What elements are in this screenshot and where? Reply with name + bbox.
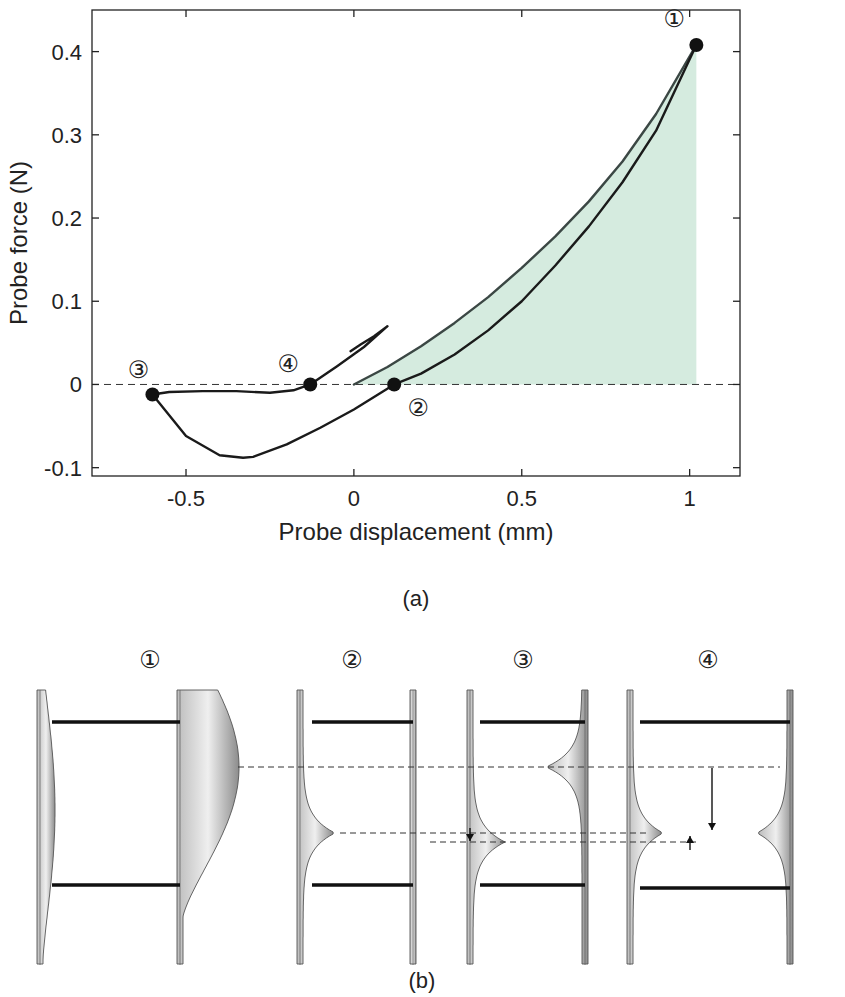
membrane-axis bbox=[180, 690, 181, 965]
membrane bbox=[548, 690, 588, 964]
x-tick-label: 0 bbox=[348, 486, 360, 511]
panel-caption: (a) bbox=[403, 586, 430, 611]
state-label: ① bbox=[139, 646, 161, 674]
x-tick bbox=[353, 10, 354, 17]
state-label: ④ bbox=[697, 646, 719, 674]
membrane bbox=[467, 690, 505, 964]
y-tick bbox=[92, 301, 99, 302]
y-tick bbox=[733, 217, 740, 218]
probe-bar bbox=[480, 720, 585, 724]
curve bbox=[354, 45, 696, 385]
y-tick bbox=[92, 217, 99, 218]
probe-bar bbox=[480, 883, 585, 887]
probe-bar bbox=[52, 720, 180, 724]
x-tick-label: 1 bbox=[684, 486, 696, 511]
state-label: ① bbox=[664, 5, 686, 33]
probe-bar bbox=[52, 883, 180, 887]
y-tick bbox=[733, 134, 740, 135]
probe-bar bbox=[312, 720, 413, 724]
arrow bbox=[711, 768, 712, 830]
membrane bbox=[410, 690, 416, 964]
x-tick bbox=[185, 469, 186, 476]
state-point bbox=[303, 377, 317, 391]
y-tick-label: 0.1 bbox=[51, 289, 82, 314]
y-tick bbox=[92, 467, 99, 468]
y-tick-label: 0.3 bbox=[51, 123, 82, 148]
plot-data bbox=[152, 45, 696, 458]
x-tick bbox=[689, 10, 690, 17]
area bbox=[354, 45, 696, 385]
membrane-axis bbox=[300, 690, 301, 965]
y-tick bbox=[733, 467, 740, 468]
y-tick bbox=[733, 51, 740, 52]
x-tick bbox=[521, 10, 522, 17]
membrane bbox=[37, 690, 55, 964]
state-label: ④ bbox=[277, 350, 299, 378]
y-tick bbox=[92, 51, 99, 52]
membrane-axis bbox=[470, 690, 471, 965]
state-point bbox=[387, 377, 401, 391]
membrane-axis bbox=[413, 690, 414, 965]
membrane bbox=[627, 690, 661, 964]
guide-line bbox=[238, 767, 780, 768]
state-label: ② bbox=[341, 646, 363, 674]
y-tick-label: 0.2 bbox=[51, 206, 82, 231]
arrow-head bbox=[466, 834, 474, 841]
x-tick bbox=[353, 469, 354, 476]
figure: -0.5 0 0.5 1 -0.1 0 0.1 0.2 0.3 0.4 Probe displace… bbox=[0, 0, 845, 997]
x-tick bbox=[689, 469, 690, 476]
y-tick-label: 0.4 bbox=[51, 40, 82, 65]
y-tick bbox=[733, 301, 740, 302]
x-tick bbox=[521, 469, 522, 476]
membrane-axis bbox=[585, 690, 586, 965]
guide-line bbox=[340, 833, 650, 834]
state-label: ② bbox=[407, 394, 429, 422]
state-point bbox=[145, 387, 159, 401]
x-tick bbox=[185, 10, 186, 17]
curve bbox=[152, 45, 696, 458]
panel-caption: (b) bbox=[409, 968, 436, 993]
y-axis-title: Probe force (N) bbox=[5, 161, 32, 325]
zero-line bbox=[92, 384, 740, 385]
probe-bar bbox=[640, 720, 790, 724]
x-axis-title: Probe displacement (mm) bbox=[279, 518, 554, 545]
x-tick-label: -0.5 bbox=[167, 486, 205, 511]
membrane bbox=[297, 690, 333, 964]
y-tick bbox=[733, 384, 740, 385]
probe-bar bbox=[640, 886, 790, 890]
state-label: ③ bbox=[512, 646, 534, 674]
state-point bbox=[689, 38, 703, 52]
arrow-head bbox=[686, 836, 694, 843]
state-label: ③ bbox=[128, 356, 150, 384]
x-tick-label: 0.5 bbox=[506, 486, 537, 511]
membrane bbox=[759, 690, 793, 964]
y-tick bbox=[92, 134, 99, 135]
plot-frame bbox=[92, 10, 740, 476]
membrane-axis bbox=[630, 690, 631, 965]
guide-line bbox=[430, 842, 700, 843]
membrane-axis bbox=[790, 690, 791, 965]
y-tick bbox=[92, 384, 99, 385]
membrane bbox=[177, 690, 239, 964]
y-tick-label: -0.1 bbox=[44, 456, 82, 481]
probe-bar bbox=[312, 883, 413, 887]
membrane-axis bbox=[40, 690, 41, 965]
arrow-head bbox=[708, 823, 716, 830]
y-tick-label: 0 bbox=[70, 372, 82, 397]
